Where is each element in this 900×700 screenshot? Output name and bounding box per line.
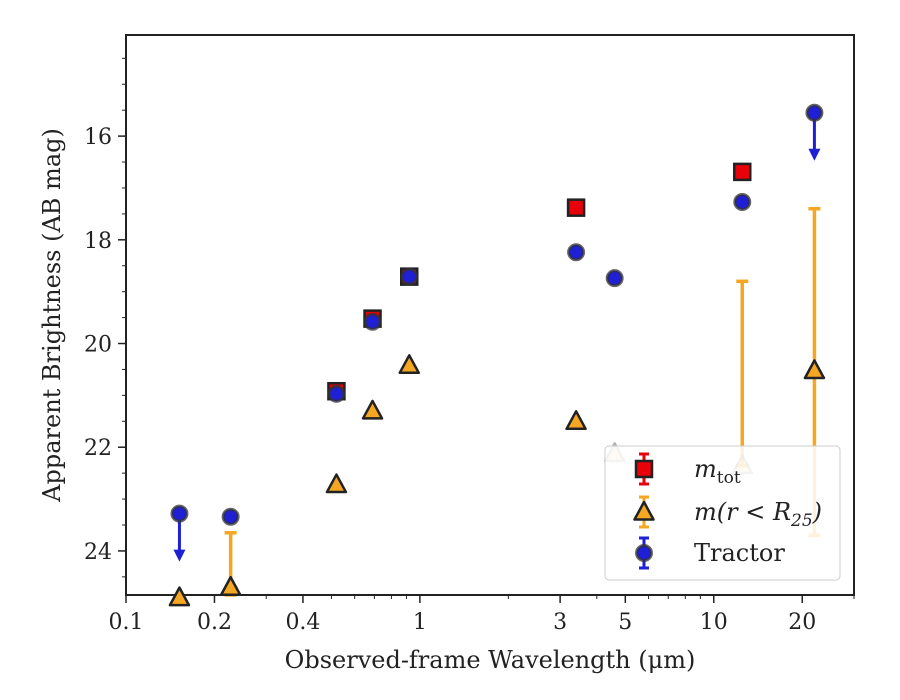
- legend-m_tot-marker: [634, 459, 654, 479]
- tractor-marker: [567, 243, 586, 262]
- y-tick-label: 18: [84, 229, 112, 254]
- x-tick-label: 3: [553, 610, 567, 635]
- x-tick-label: 0.2: [197, 610, 232, 635]
- m_tot-marker: [733, 162, 752, 182]
- y-tick-label: 16: [84, 125, 112, 150]
- m_r25-marker: [168, 586, 191, 607]
- plot-frame: [125, 34, 855, 596]
- y-axis-label: Apparent Brightness (AB mag): [38, 128, 66, 503]
- tractor-marker: [805, 103, 824, 122]
- x-tick-label: 10: [700, 610, 728, 635]
- m_r25-marker: [803, 359, 826, 380]
- y-tick-label: 20: [84, 333, 112, 358]
- x-axis-label: Observed-frame Wavelength (μm): [285, 646, 696, 674]
- m_r25-marker: [398, 354, 420, 375]
- m_r25-marker: [325, 473, 348, 494]
- x-tick-label: 1: [413, 610, 427, 635]
- x-tick-label: 20: [788, 610, 816, 635]
- x-tick-label: 5: [618, 610, 632, 635]
- legend: mtot m(r < R25) Tractor: [604, 445, 841, 581]
- legend-label-m_r25: m(r < R25): [694, 498, 822, 531]
- x-tick-label: 0.4: [285, 610, 320, 635]
- m_r25-marker: [219, 575, 242, 596]
- tractor-marker: [733, 192, 752, 211]
- upper-limit-arrow-head: [808, 148, 821, 161]
- x-tick-label: 0.1: [109, 610, 144, 635]
- legend-label-tractor: Tractor: [694, 539, 785, 567]
- tractor-marker: [221, 507, 240, 526]
- m_r25-marker: [565, 410, 587, 431]
- legend-m_r25-marker: [633, 500, 655, 521]
- y-tick-label: 24: [84, 540, 112, 565]
- tractor-marker: [400, 267, 419, 286]
- legend-label-m_tot: mtot: [694, 455, 741, 488]
- tractor-marker: [170, 504, 189, 523]
- tractor-marker: [605, 269, 624, 288]
- tractor-marker: [327, 384, 346, 403]
- tractor-marker: [363, 312, 382, 331]
- y-tick-label: 22: [84, 436, 112, 461]
- m_tot-marker: [566, 198, 586, 217]
- m_r25-marker: [361, 399, 384, 420]
- axis-ticks: 0.1 0.2 0.4 1 3 5 10 20 16 18 20 22 24: [84, 57, 855, 635]
- legend-box: [604, 445, 841, 581]
- legend-tractor-marker: [635, 544, 653, 562]
- upper-limit-arrow-head: [173, 549, 186, 562]
